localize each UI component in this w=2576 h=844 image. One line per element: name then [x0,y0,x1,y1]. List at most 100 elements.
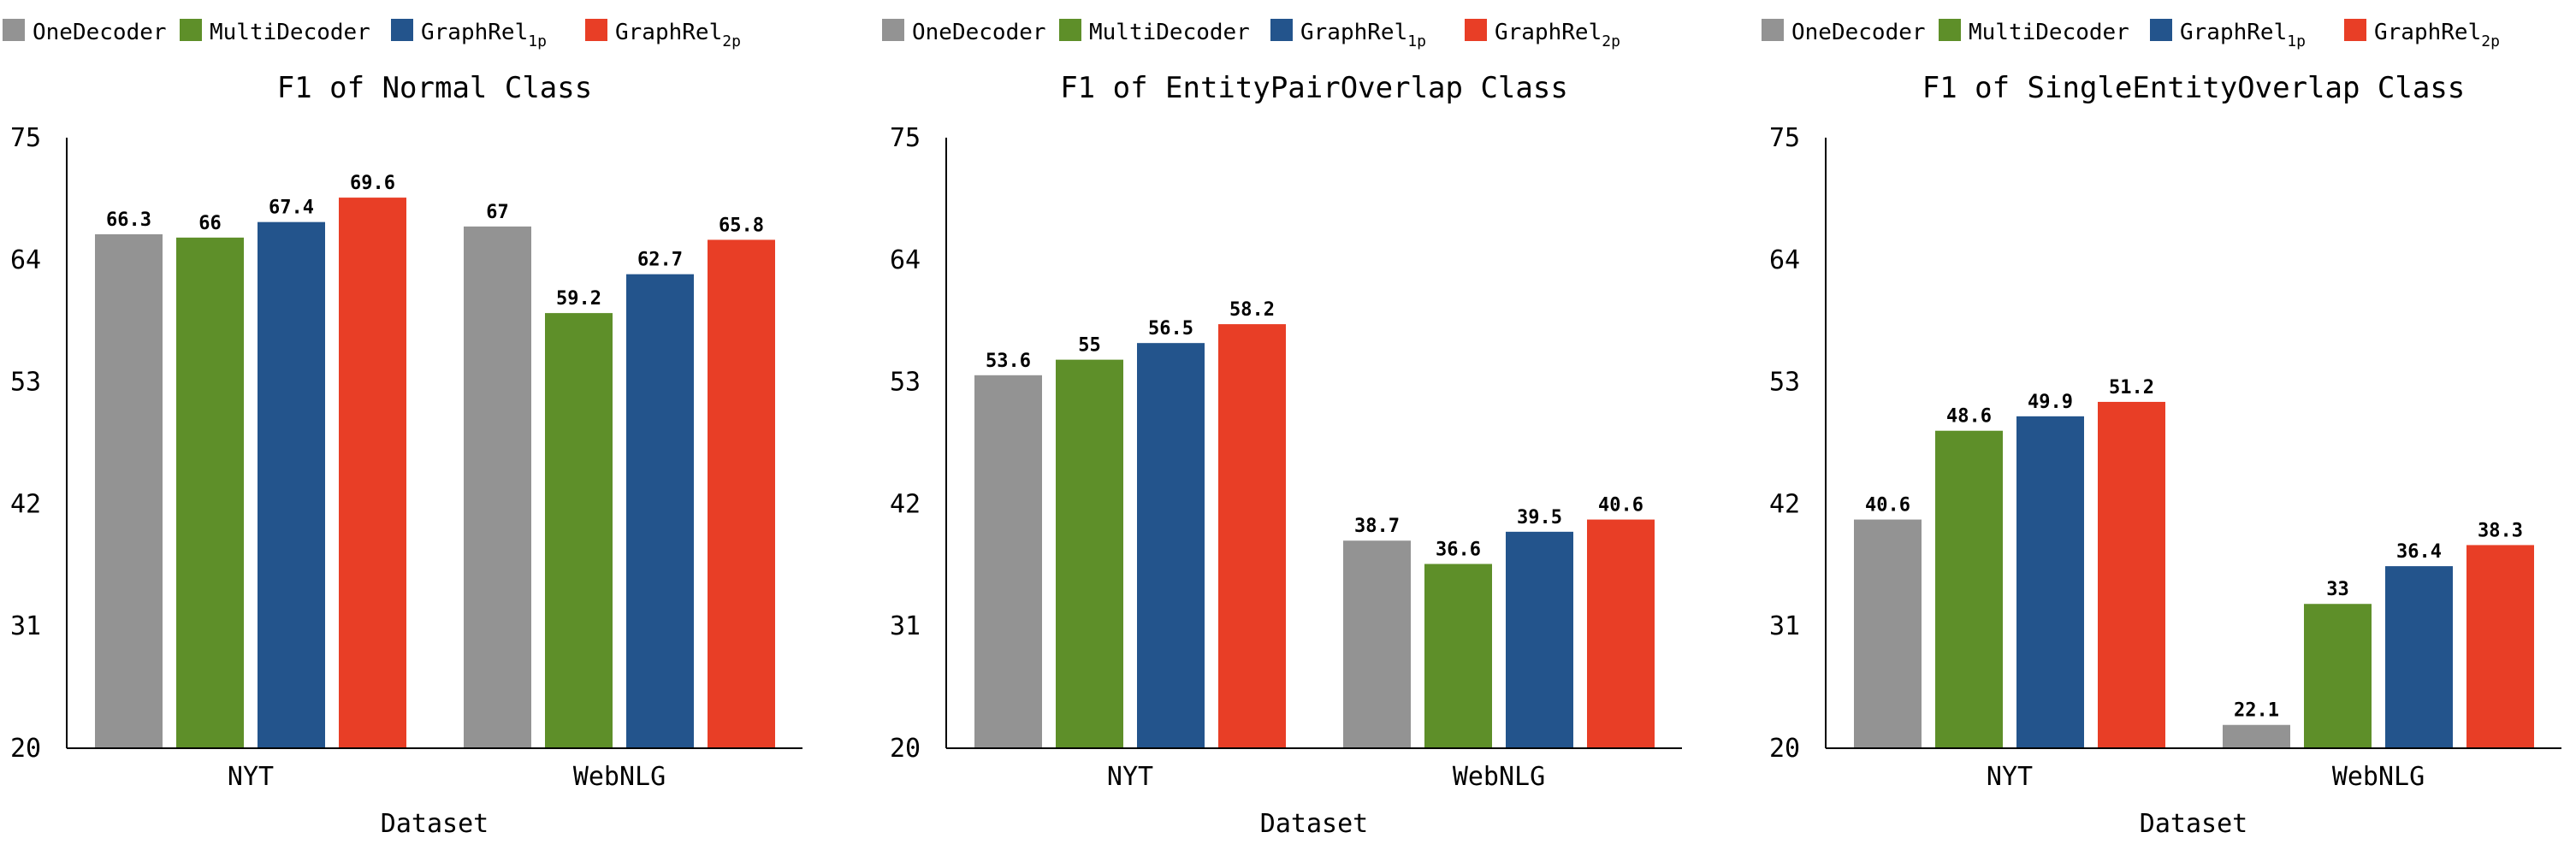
bar [1056,359,1123,748]
bar [1854,519,1922,748]
y-tick-label: 53 [890,368,921,398]
bar-value-label: 69.6 [350,173,395,194]
chart-title: F1 of EntityPairOverlap Class [1060,71,1568,105]
x-tick-label: WebNLG [573,762,666,792]
bar-value-label: 38.7 [1354,516,1400,537]
bar-chart-svg: OneDecoder MultiDecoder GraphRel1p GraphRel… [3,19,802,839]
x-tick-label: NYT [1107,762,1153,792]
bar [626,274,694,748]
legend-label: GraphRel1p [2180,20,2306,50]
bar [1424,564,1492,748]
bar [1137,343,1205,748]
legend-label: OneDecoder [33,20,167,45]
y-tick-label: 75 [1769,123,1800,153]
bar [1587,519,1655,748]
bar [258,221,325,748]
bar-value-label: 67.4 [269,198,314,219]
bar-value-label: 48.6 [1946,406,1992,428]
y-tick-label: 64 [10,245,41,275]
y-tick-label: 31 [890,611,921,641]
bar [1218,324,1286,748]
legend-label: GraphRel2p [1495,20,1620,50]
bar [176,237,244,748]
bar [2016,416,2084,748]
bar [464,226,531,748]
y-tick-label: 42 [1769,489,1800,519]
legend-swatch [1465,19,1487,41]
bar [2223,724,2290,748]
y-tick-label: 20 [10,734,41,764]
y-tick-label: 31 [10,611,41,641]
bar [2098,401,2165,748]
legend-label: GraphRel2p [2374,20,2500,50]
legend-swatch [2150,19,2172,41]
bar-chart-svg: OneDecoder MultiDecoder GraphRel1p GraphRel… [882,19,1682,839]
legend-label: OneDecoder [1791,20,1926,45]
legend-swatch [1939,19,1961,41]
bar [2466,545,2534,748]
bar-value-label: 22.1 [2234,700,2279,722]
y-tick-label: 53 [10,368,41,398]
chart-title: F1 of Normal Class [277,71,592,105]
bar-value-label: 39.5 [1517,507,1562,528]
y-tick-label: 31 [1769,611,1800,641]
bar-value-label: 49.9 [2028,392,2073,413]
legend-swatch [391,19,413,41]
legend-label: OneDecoder [912,20,1046,45]
y-tick-label: 42 [890,489,921,519]
bar-value-label: 36.4 [2396,541,2442,563]
y-tick-label: 64 [1769,245,1800,275]
legend-label: MultiDecoder [1969,20,2129,45]
bar-value-label: 58.2 [1229,299,1275,321]
bar [708,239,775,748]
bar-value-label: 33 [2326,579,2349,600]
bar-chart-svg: OneDecoder MultiDecoder GraphRel1p GraphRel… [1762,19,2561,839]
chart-title: F1 of SingleEntityOverlap Class [1922,71,2466,105]
bar-value-label: 36.6 [1436,540,1481,561]
bar-value-label: 40.6 [1865,495,1910,516]
legend-label: MultiDecoder [1089,20,1250,45]
legend-label: GraphRel1p [1300,20,1426,50]
legend-swatch [180,19,202,41]
bar-value-label: 62.7 [637,250,683,271]
y-tick-label: 53 [1769,368,1800,398]
bar [2304,604,2372,748]
legend-swatch [585,19,607,41]
bar-value-label: 40.6 [1598,495,1643,516]
chart-panel-2: OneDecoder MultiDecoder GraphRel1p GraphRel… [879,0,1735,844]
legend-label: GraphRel2p [615,20,741,50]
x-tick-label: WebNLG [1453,762,1545,792]
bar-value-label: 53.6 [986,351,1031,372]
legend-swatch [1059,19,1081,41]
bar [339,198,406,749]
bar-value-label: 67 [486,202,509,223]
chart-panel-3: OneDecoder MultiDecoder GraphRel1p GraphRel… [1759,0,2576,844]
y-tick-label: 64 [890,245,921,275]
bar [1343,540,1411,748]
chart-panel-1: OneDecoder MultiDecoder GraphRel1p GraphRel… [0,0,856,844]
bar-value-label: 51.2 [2109,377,2154,398]
bar [1935,430,2003,748]
legend-swatch [1270,19,1293,41]
bar [95,233,163,749]
legend-swatch [2344,19,2366,41]
bar [1506,531,1573,748]
legend-swatch [3,19,25,41]
x-axis-title: Dataset [381,809,489,839]
bar-value-label: 38.3 [2478,520,2523,541]
bar-value-label: 55 [1078,335,1101,357]
y-tick-label: 20 [1769,734,1800,764]
y-tick-label: 75 [890,123,921,153]
bar [545,313,613,748]
y-tick-label: 20 [890,734,921,764]
legend-swatch [1762,19,1784,41]
x-axis-title: Dataset [1260,809,1368,839]
y-tick-label: 42 [10,489,41,519]
x-axis-title: Dataset [2140,809,2247,839]
bar [974,375,1042,748]
legend-swatch [882,19,904,41]
bar-value-label: 66.3 [106,210,151,231]
bar-value-label: 66 [198,213,222,234]
bar [2385,566,2453,748]
